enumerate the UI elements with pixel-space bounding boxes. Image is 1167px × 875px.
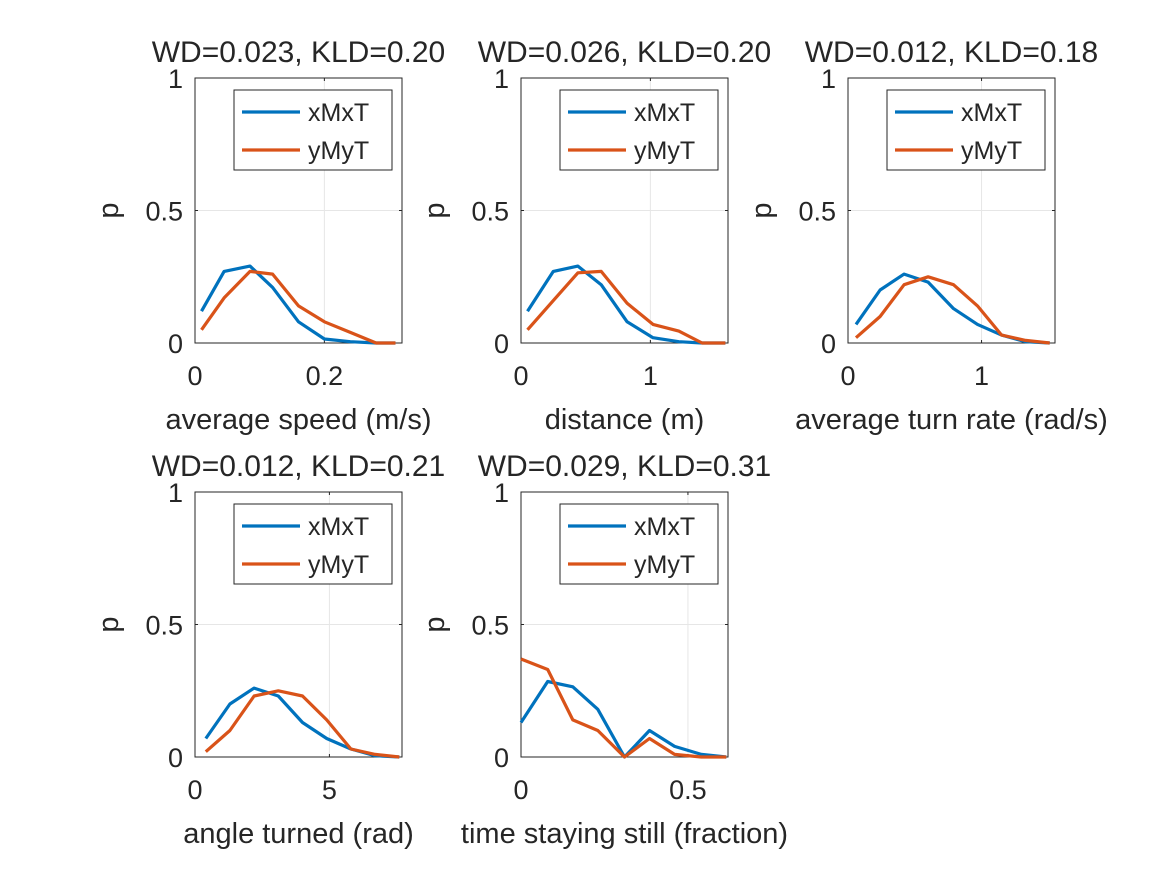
y-axis-label: p [93,202,125,218]
legend-box [559,503,719,585]
y-tick-label: 1 [168,64,183,94]
subplot-title: WD=0.012, KLD=0.21 [152,450,446,483]
y-tick-label: 0 [494,743,509,773]
y-tick-label: 1 [494,478,509,508]
legend-label: xMxT [308,99,369,127]
y-axis-label: p [419,202,451,218]
legend-label: xMxT [308,513,369,541]
x-tick-label: 0 [513,775,528,805]
x-axis-label: average speed (m/s) [166,404,432,436]
subplot-3: 0 1 0 0.5 1 average turn rate (rad/s) p WD=0.01… [746,36,1108,436]
y-tick-label: 0 [494,329,509,359]
legend-label: yMyT [308,551,369,579]
y-tick-label: 0 [821,329,836,359]
y-axis-label: p [93,616,125,632]
x-tick-label: 0 [187,361,202,391]
y-tick-label: 1 [168,478,183,508]
legend: xMxT yMyT [233,89,393,171]
y-tick-label: 1 [821,64,836,94]
y-tick-label: 1 [494,64,509,94]
x-axis-label: time staying still (fraction) [461,818,788,850]
legend-label: yMyT [634,551,695,579]
subplot-4: 0 5 0 0.5 1 angle turned (rad) p WD=0.012, KLD=… [93,450,445,850]
x-axis-label: distance (m) [545,404,705,436]
legend: xMxT yMyT [559,89,719,171]
subplot-title: WD=0.012, KLD=0.18 [805,36,1099,69]
legend-box [559,89,719,171]
series-line-xMxT [526,264,726,345]
subplot-title: WD=0.029, KLD=0.31 [478,450,772,483]
subplot-title: WD=0.023, KLD=0.20 [152,36,446,69]
legend-label: xMxT [634,513,695,541]
series-line-yMyT [200,269,396,345]
x-tick-label: 0 [513,361,528,391]
legend-box [233,89,393,171]
y-tick-label: 0 [168,329,183,359]
x-tick-label: 5 [322,775,337,805]
x-tick-label: 1 [974,361,989,391]
series-line-xMxT [200,264,396,345]
legend-label: yMyT [308,137,369,165]
series-line-xMxT [519,679,727,759]
y-tick-label: 0.5 [145,611,183,641]
y-tick-label: 0 [168,743,183,773]
y-axis-label: p [746,202,778,218]
legend-box [886,89,1046,171]
x-axis-label: average turn rate (rad/s) [795,404,1108,436]
subplot-1: 0 0.2 0 0.5 1 average speed (m/s) p WD=0.023, K… [93,36,445,436]
y-tick-label: 0.5 [471,611,509,641]
legend-label: yMyT [961,137,1022,165]
y-tick-label: 0.5 [145,197,183,227]
legend-label: xMxT [634,99,695,127]
legend: xMxT yMyT [559,503,719,585]
x-tick-label: 0.5 [669,775,707,805]
x-tick-label: 0.2 [306,361,344,391]
legend: xMxT yMyT [233,503,393,585]
subplot-2: 0 1 0 0.5 1 distance (m) p WD=0.026, KLD=0.20 xM… [419,36,771,436]
legend: xMxT yMyT [886,89,1046,171]
series-line-yMyT [526,269,726,345]
subplot-title: WD=0.026, KLD=0.20 [478,36,772,69]
x-tick-label: 0 [840,361,855,391]
legend-box [233,503,393,585]
y-tick-label: 0.5 [471,197,509,227]
series-line-yMyT [204,689,400,759]
x-tick-label: 1 [643,361,658,391]
series-line-yMyT [520,657,727,759]
y-tick-label: 0.5 [798,197,836,227]
x-axis-label: angle turned (rad) [183,818,414,850]
legend-label: yMyT [634,137,695,165]
y-axis-label: p [419,616,451,632]
x-tick-label: 0 [187,775,202,805]
subplot-5: 0 0.5 0 0.5 1 time staying still (fraction) p W… [419,450,788,850]
legend-label: xMxT [961,99,1022,127]
series-line-yMyT [854,275,1050,345]
